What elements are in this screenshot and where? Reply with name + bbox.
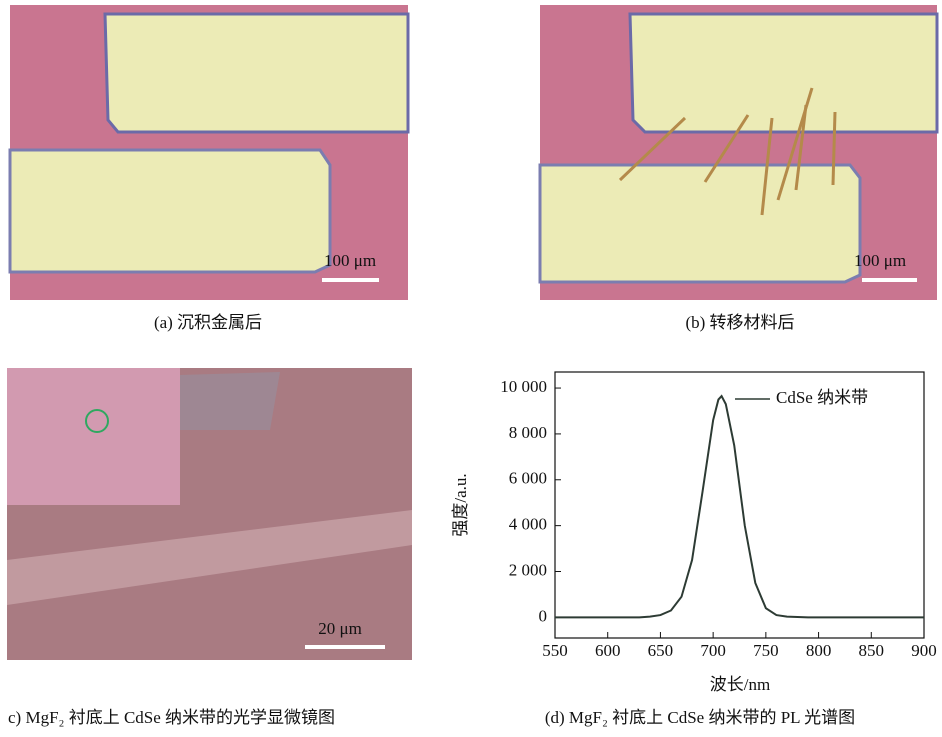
x-tick-label: 900	[911, 641, 937, 660]
x-tick-label: 600	[595, 641, 621, 660]
caption: (b) 转移材料后	[685, 313, 794, 332]
flake	[7, 368, 180, 505]
y-tick-label: 4 000	[509, 515, 547, 534]
caption: (d) MgF₂ 衬底上 CdSe 纳米带的 PL 光谱图	[545, 708, 855, 727]
plot-frame	[555, 372, 924, 638]
x-tick-label: 700	[700, 641, 726, 660]
scale-label: 20 μm	[318, 619, 362, 638]
y-tick-label: 0	[539, 606, 548, 625]
legend-label: CdSe 纳米带	[776, 388, 868, 407]
x-tick-label: 800	[806, 641, 832, 660]
micrograph-a: 100 μm	[10, 5, 408, 300]
caption: (a) 沉积金属后	[154, 313, 262, 332]
electrode	[105, 14, 408, 132]
x-axis-label: 波长/nm	[710, 675, 770, 694]
scale-label: 100 μm	[324, 251, 376, 270]
x-tick-label: 850	[859, 641, 885, 660]
scale-label: 100 μm	[854, 251, 906, 270]
x-tick-label: 550	[542, 641, 568, 660]
scale-bar	[322, 278, 379, 282]
x-tick-label: 750	[753, 641, 779, 660]
scale-bar	[305, 645, 385, 649]
electrode	[540, 165, 860, 282]
scale-bar	[862, 278, 917, 282]
electrode	[10, 150, 330, 272]
micrograph-b: 100 μm	[540, 5, 937, 300]
caption: c) MgF₂ 衬底上 CdSe 纳米带的光学显微镜图	[8, 708, 335, 727]
chart: 强度/a.u. 波长/nm 0 2 000 4 000 6 000 8 000 10 00…	[451, 372, 937, 694]
figure: 100 μm (a) 沉积金属后 100 μm (b) 转移材料后 20 μm …	[0, 0, 942, 737]
x-tick-label: 650	[648, 641, 674, 660]
series-line	[555, 396, 924, 617]
y-tick-label: 8 000	[509, 423, 547, 442]
y-axis-label: 强度/a.u.	[451, 473, 470, 536]
flake	[180, 372, 280, 430]
y-tick-label: 2 000	[509, 560, 547, 579]
micrograph-c: 20 μm	[7, 368, 412, 660]
electrode	[630, 14, 937, 132]
y-tick-label: 10 000	[500, 377, 547, 396]
y-tick-label: 6 000	[509, 469, 547, 488]
